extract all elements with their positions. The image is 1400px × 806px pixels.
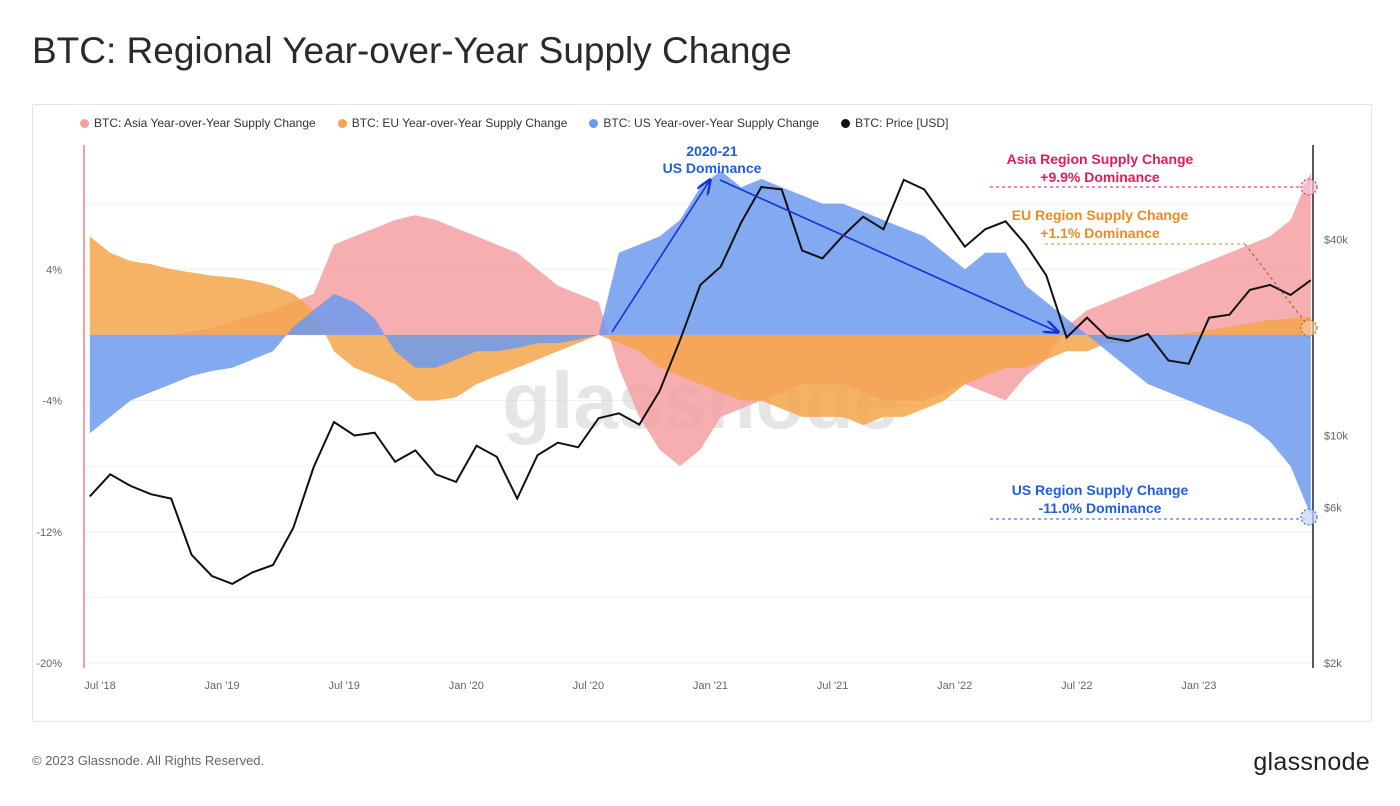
annotation-us-value: -11.0% Dominance — [1039, 500, 1162, 516]
y-tick-right: $10k — [1324, 430, 1348, 442]
annotation-eu-value: +1.1% Dominance — [1040, 225, 1160, 241]
annotation-arrow-up — [611, 180, 710, 333]
y-tick-left: 4% — [46, 264, 62, 276]
x-tick: Jul '20 — [573, 680, 604, 692]
x-tick: Jan '23 — [1181, 680, 1216, 692]
us-marker-circle — [1300, 508, 1318, 526]
x-tick: Jan '20 — [449, 680, 484, 692]
legend-item-price[interactable]: BTC: Price [USD] — [841, 116, 948, 130]
page-title: BTC: Regional Year-over-Year Supply Chan… — [32, 30, 792, 71]
legend-label: BTC: US Year-over-Year Supply Change — [603, 116, 820, 130]
x-tick: Jul '19 — [328, 680, 359, 692]
x-tick: Jan '22 — [937, 680, 972, 692]
legend-dot — [337, 118, 347, 128]
annotation-asia-value: +9.9% Dominance — [1040, 169, 1160, 185]
legend-label: BTC: Price [USD] — [855, 116, 949, 130]
x-tick: Jul '18 — [84, 680, 115, 692]
legend-dot — [841, 118, 851, 128]
annotation-arrow-down — [719, 179, 1058, 332]
legend-label: BTC: Asia Year-over-Year Supply Change — [94, 116, 316, 130]
annotation-us-dominance-label: US Dominance — [663, 160, 762, 176]
legend-item-asia[interactable]: BTC: Asia Year-over-Year Supply Change — [80, 116, 316, 130]
y-tick-left: -12% — [36, 527, 62, 539]
annotation-us-title: US Region Supply Change — [1012, 482, 1189, 498]
y-tick-right: $6k — [1324, 503, 1342, 515]
copyright: © 2023 Glassnode. All Rights Reserved. — [32, 753, 265, 768]
eu-marker-circle — [1300, 319, 1318, 337]
y-tick-left: -4% — [42, 396, 62, 408]
asia-marker-circle — [1300, 178, 1318, 196]
x-tick: Jul '22 — [1061, 680, 1092, 692]
legend-item-eu[interactable]: BTC: EU Year-over-Year Supply Change — [337, 116, 568, 130]
y-tick-right: $2k — [1324, 658, 1342, 670]
x-tick: Jul '21 — [817, 680, 848, 692]
legend-item-us[interactable]: BTC: US Year-over-Year Supply Change — [589, 116, 819, 130]
glassnode-logo: glassnode — [1253, 748, 1370, 776]
legend-dot — [589, 118, 599, 128]
x-tick: Jan '19 — [205, 680, 240, 692]
legend: BTC: Asia Year-over-Year Supply Change B… — [80, 116, 948, 130]
annotation-asia-title: Asia Region Supply Change — [1007, 151, 1194, 167]
area-series-asia — [89, 172, 1311, 467]
annotation-us-dominance-year: 2020-21 — [686, 143, 738, 159]
chart-frame — [32, 104, 1372, 722]
x-tick: Jan '21 — [693, 680, 728, 692]
legend-label: BTC: EU Year-over-Year Supply Change — [351, 116, 568, 130]
eu-guide-diagonal — [1244, 243, 1306, 323]
y-tick-left: -20% — [36, 658, 62, 670]
legend-dot — [80, 118, 89, 128]
area-series-eu — [89, 236, 1311, 426]
y-tick-right: $40k — [1324, 234, 1348, 246]
area-series-us — [89, 170, 1311, 516]
annotation-eu-title: EU Region Supply Change — [1012, 207, 1189, 223]
